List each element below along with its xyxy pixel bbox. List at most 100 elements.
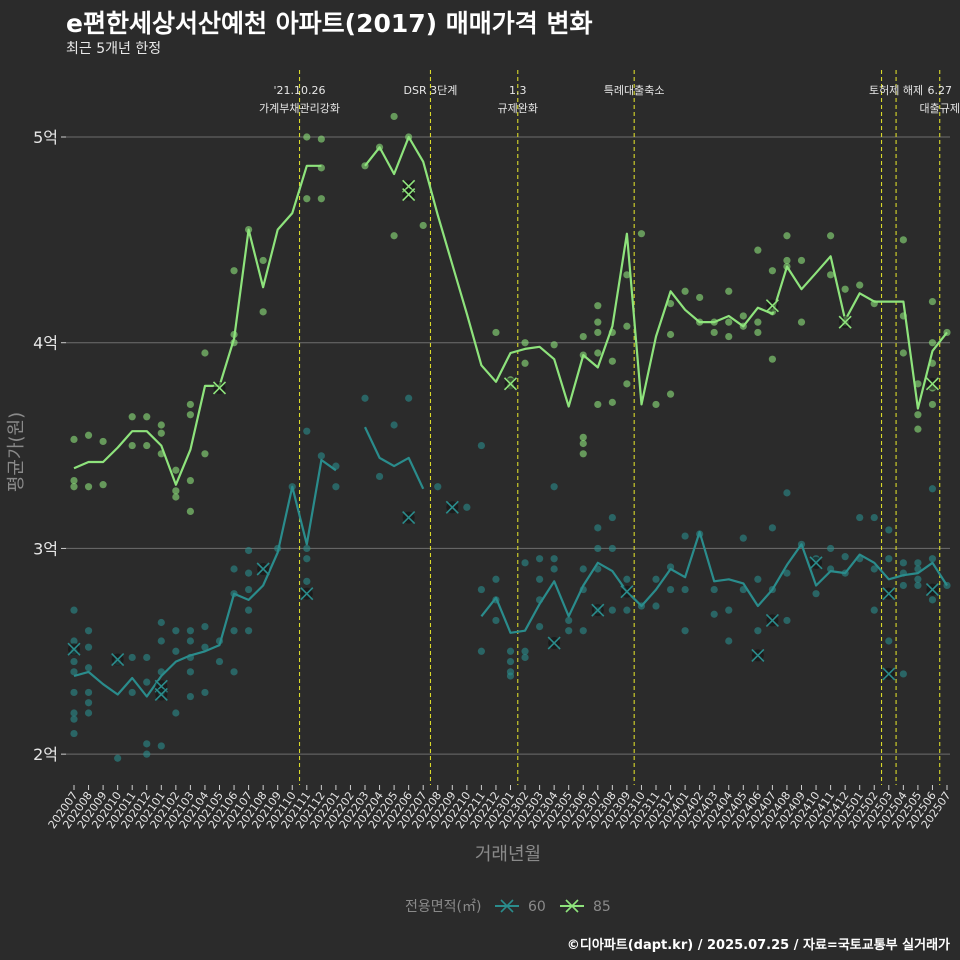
- event-label: '21.10.26: [274, 84, 326, 97]
- y-tick-label: 3억: [33, 539, 58, 558]
- transaction-point-85: [739, 312, 747, 320]
- transaction-point-60: [870, 606, 878, 614]
- series-85: [70, 112, 951, 515]
- transaction-point-85: [725, 318, 733, 326]
- transaction-point-60: [681, 585, 689, 594]
- transaction-point-85: [143, 413, 151, 421]
- transaction-point-85: [172, 466, 180, 474]
- transaction-point-60: [594, 544, 602, 553]
- x-marker-85: [838, 315, 852, 329]
- average-line-85: [364, 135, 948, 410]
- x-marker-60: [445, 500, 459, 514]
- transaction-point-85: [172, 493, 180, 501]
- transaction-point-60: [506, 672, 515, 680]
- transaction-point-60: [579, 627, 587, 635]
- transaction-point-85: [681, 287, 689, 295]
- source-caption: ©디아파트(dapt.kr) / 2025.07.25 / 자료=국토교통부 실…: [566, 938, 950, 953]
- transaction-point-60: [186, 668, 194, 676]
- transaction-point-60: [390, 421, 398, 429]
- transaction-point-85: [652, 400, 660, 409]
- tick-layer: 2억3억4억5억20200720200820200920201020201120…: [33, 128, 953, 831]
- transaction-point-85: [623, 322, 631, 330]
- legend-label-85: 85: [593, 899, 611, 915]
- transaction-point-60: [899, 670, 907, 678]
- x-marker-60: [809, 556, 823, 570]
- transaction-point-60: [201, 688, 209, 697]
- transaction-point-60: [70, 729, 78, 738]
- transaction-point-60: [550, 483, 558, 491]
- transaction-point-85: [579, 439, 587, 448]
- transaction-point-60: [245, 585, 253, 594]
- transaction-point-60: [710, 585, 718, 594]
- transaction-point-60: [565, 627, 573, 635]
- transaction-point-60: [754, 627, 762, 635]
- x-marker-85: [765, 299, 779, 313]
- transaction-point-60: [245, 627, 253, 635]
- x-marker-85: [503, 377, 518, 391]
- x-marker-60: [882, 667, 896, 681]
- transaction-point-60: [623, 575, 631, 583]
- transaction-point-60: [928, 485, 937, 493]
- transaction-point-85: [725, 287, 733, 295]
- transaction-point-85: [303, 133, 311, 141]
- transaction-point-60: [870, 565, 878, 573]
- transaction-point-60: [114, 754, 122, 762]
- transaction-point-60: [768, 524, 777, 532]
- event-label: DSR 3단계: [404, 84, 458, 97]
- legend: 전용면적(㎡) 60 85: [405, 899, 611, 915]
- average-line-85: [73, 164, 322, 486]
- transaction-point-60: [303, 544, 311, 553]
- transaction-point-60: [565, 616, 573, 625]
- transaction-point-85: [856, 281, 864, 289]
- transaction-point-60: [885, 555, 893, 563]
- transaction-point-60: [506, 657, 515, 666]
- transaction-point-85: [928, 297, 937, 306]
- transaction-point-85: [594, 318, 602, 326]
- event-label: 특례대출축소: [604, 84, 665, 97]
- transaction-point-85: [70, 435, 78, 443]
- transaction-point-60: [143, 750, 151, 758]
- transaction-point-85: [623, 380, 631, 388]
- x-marker-60: [620, 585, 634, 599]
- transaction-point-85: [201, 349, 209, 357]
- x-marker-60: [765, 613, 779, 627]
- transaction-point-60: [477, 441, 485, 450]
- transaction-point-60: [521, 559, 529, 567]
- transaction-point-85: [201, 450, 209, 458]
- transaction-point-60: [754, 575, 762, 583]
- transaction-point-85: [710, 328, 718, 337]
- x-marker-60: [925, 583, 940, 597]
- transaction-point-60: [405, 394, 413, 402]
- transaction-point-60: [245, 606, 253, 614]
- transaction-point-60: [899, 559, 907, 567]
- transaction-point-85: [666, 330, 675, 339]
- transaction-point-60: [70, 657, 78, 666]
- transaction-point-60: [739, 534, 747, 542]
- transaction-point-85: [608, 398, 616, 406]
- event-label: 토허제 해제: [869, 83, 923, 97]
- legend-title: 전용면적(㎡): [405, 899, 481, 915]
- transaction-point-60: [172, 709, 180, 717]
- transaction-point-85: [579, 433, 587, 441]
- transaction-point-85: [841, 285, 849, 293]
- transaction-point-60: [928, 596, 937, 604]
- transaction-point-60: [536, 555, 544, 563]
- transaction-point-60: [143, 678, 151, 686]
- transaction-point-60: [928, 555, 937, 563]
- transaction-point-60: [608, 606, 616, 614]
- transaction-point-60: [245, 546, 253, 555]
- transaction-point-60: [186, 627, 194, 635]
- transaction-point-85: [797, 256, 806, 265]
- transaction-point-60: [725, 606, 733, 614]
- transaction-point-60: [783, 616, 791, 625]
- transaction-point-60: [201, 623, 209, 631]
- transaction-point-60: [157, 742, 165, 750]
- transaction-point-85: [230, 267, 238, 275]
- transaction-point-60: [812, 590, 820, 598]
- transaction-point-85: [70, 483, 78, 491]
- transaction-point-60: [172, 627, 180, 635]
- transaction-point-60: [201, 643, 209, 651]
- transaction-point-85: [594, 349, 602, 357]
- transaction-point-85: [594, 400, 602, 409]
